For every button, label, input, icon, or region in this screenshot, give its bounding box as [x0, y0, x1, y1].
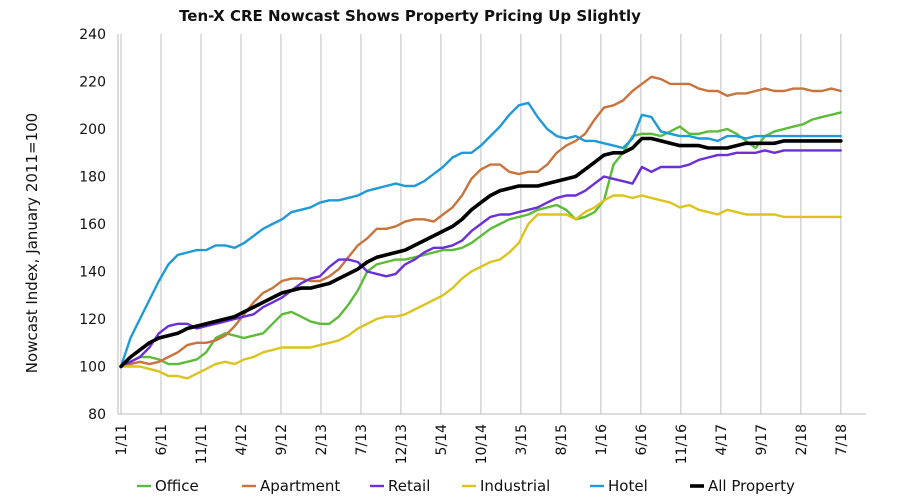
series-line-retail [119, 149, 842, 368]
series-line-industrial [119, 194, 842, 380]
legend-label-2: Retail [388, 477, 430, 495]
chart-title: Ten-X CRE Nowcast Shows Property Pricing… [179, 7, 641, 25]
x-tick-label-16: 9/17 [754, 424, 770, 455]
legend-label-1: Apartment [260, 477, 340, 495]
legend-label-4: Hotel [608, 477, 648, 495]
y-tick-labels: 80 100 120 140 160 180 200 220 240 [79, 27, 106, 423]
y-tick-label-8: 240 [79, 27, 106, 43]
series-line-office [119, 111, 842, 368]
legend-label-3: Industrial [480, 477, 550, 495]
legend: Office Apartment Retail Industrial Hotel All … [137, 477, 795, 495]
y-axis-label: Nowcast Index, January 2011=100 [23, 113, 41, 373]
series-line-hotel [119, 101, 842, 368]
x-tick-label-14: 11/16 [674, 424, 690, 464]
x-tick-label-9: 10/14 [474, 424, 490, 464]
legend-label-5: All Property [708, 477, 795, 495]
series-lines [119, 75, 843, 380]
x-tick-label-8: 5/14 [434, 424, 450, 456]
x-tick-label-4: 9/12 [274, 424, 290, 455]
y-tick-label-2: 120 [79, 312, 106, 328]
y-tick-label-0: 80 [88, 407, 106, 423]
x-tick-label-7: 12/13 [394, 424, 410, 464]
x-tick-labels: 1/11 6/11 11/11 4/12 9/12 2/13 7/13 12/13 5/14 10… [114, 424, 850, 464]
y-tick-label-5: 180 [79, 170, 106, 186]
x-tick-label-0: 1/11 [114, 424, 130, 455]
y-tick-label-7: 220 [79, 75, 106, 91]
x-tick-label-17: 2/18 [794, 424, 810, 455]
x-tick-label-15: 4/17 [714, 424, 730, 455]
x-tick-label-2: 11/11 [194, 424, 210, 464]
x-tick-label-18: 7/18 [834, 424, 850, 455]
grid [120, 34, 842, 414]
y-tick-label-6: 200 [79, 122, 106, 138]
x-tick-label-12: 1/16 [594, 424, 610, 456]
y-tick-label-4: 160 [79, 217, 106, 233]
x-tick-label-11: 8/15 [554, 424, 570, 455]
x-tick-label-13: 6/16 [634, 424, 650, 456]
y-tick-label-3: 140 [79, 265, 106, 281]
series-line-all-property [119, 136, 843, 369]
x-tick-label-10: 3/15 [514, 424, 530, 455]
x-tick-label-1: 6/11 [154, 424, 170, 455]
x-tick-label-3: 4/12 [234, 424, 250, 455]
x-tick-label-6: 7/13 [354, 424, 370, 455]
x-tick-label-5: 2/13 [314, 424, 330, 455]
y-tick-label-1: 100 [79, 360, 106, 376]
legend-label-0: Office [155, 477, 199, 495]
